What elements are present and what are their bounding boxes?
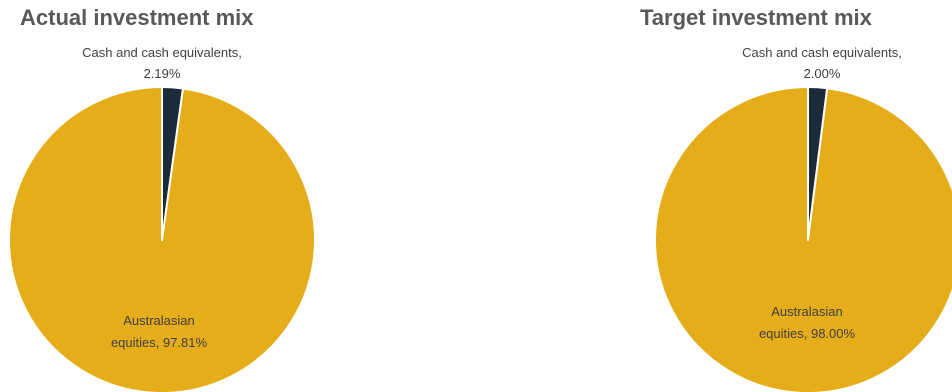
actual-cash-label: Cash and cash equivalents, xyxy=(82,45,242,60)
target-slice-equities xyxy=(655,87,952,392)
target-cash-value: 2.00% xyxy=(804,66,841,81)
target-cash-label: Cash and cash equivalents, xyxy=(742,45,902,60)
target-equities-label: Australasian xyxy=(771,304,843,319)
actual-cash-value: 2.19% xyxy=(144,66,181,81)
actual-equities-label: Australasian xyxy=(123,313,195,328)
actual-equities-value: equities, 97.81% xyxy=(111,335,208,350)
target-equities-value: equities, 98.00% xyxy=(759,326,856,341)
